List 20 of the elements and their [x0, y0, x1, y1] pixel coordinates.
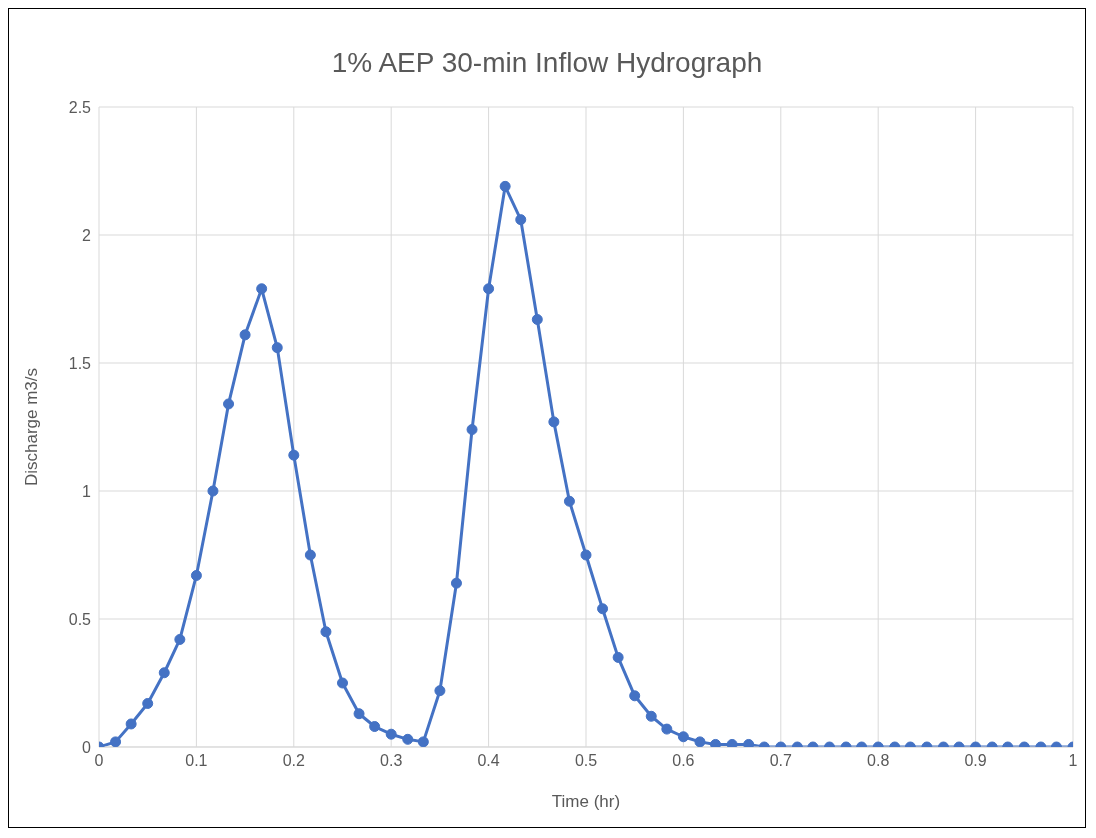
y-tick-label: 1	[82, 482, 92, 500]
x-tick-label: 0.2	[282, 752, 306, 770]
x-tick-label: 0.1	[185, 752, 208, 770]
x-tick-label: 0	[94, 752, 104, 770]
x-tick-label: 0.9	[964, 752, 987, 770]
chart-title: 1% AEP 30-min Inflow Hydrograph	[330, 46, 764, 80]
x-tick-label: 0.3	[380, 752, 403, 770]
x-tick-label: 0.4	[477, 752, 500, 770]
y-axis-title: Discharge m3/s	[22, 367, 42, 487]
x-axis-title: Time (hr)	[551, 792, 621, 811]
y-tick-label: 0	[82, 738, 92, 756]
x-tick-label: 0.5	[574, 752, 598, 770]
y-tick-label: 2.5	[68, 98, 92, 116]
x-tick-label: 0.8	[867, 752, 890, 770]
x-tick-label: 0.7	[769, 752, 793, 770]
y-tick-label: 2	[82, 226, 92, 244]
x-tick-label: 0.6	[672, 752, 695, 770]
y-tick-label: 1.5	[68, 354, 92, 372]
x-tick-label: 1	[1068, 752, 1078, 770]
y-tick-label: 0.5	[68, 610, 92, 628]
